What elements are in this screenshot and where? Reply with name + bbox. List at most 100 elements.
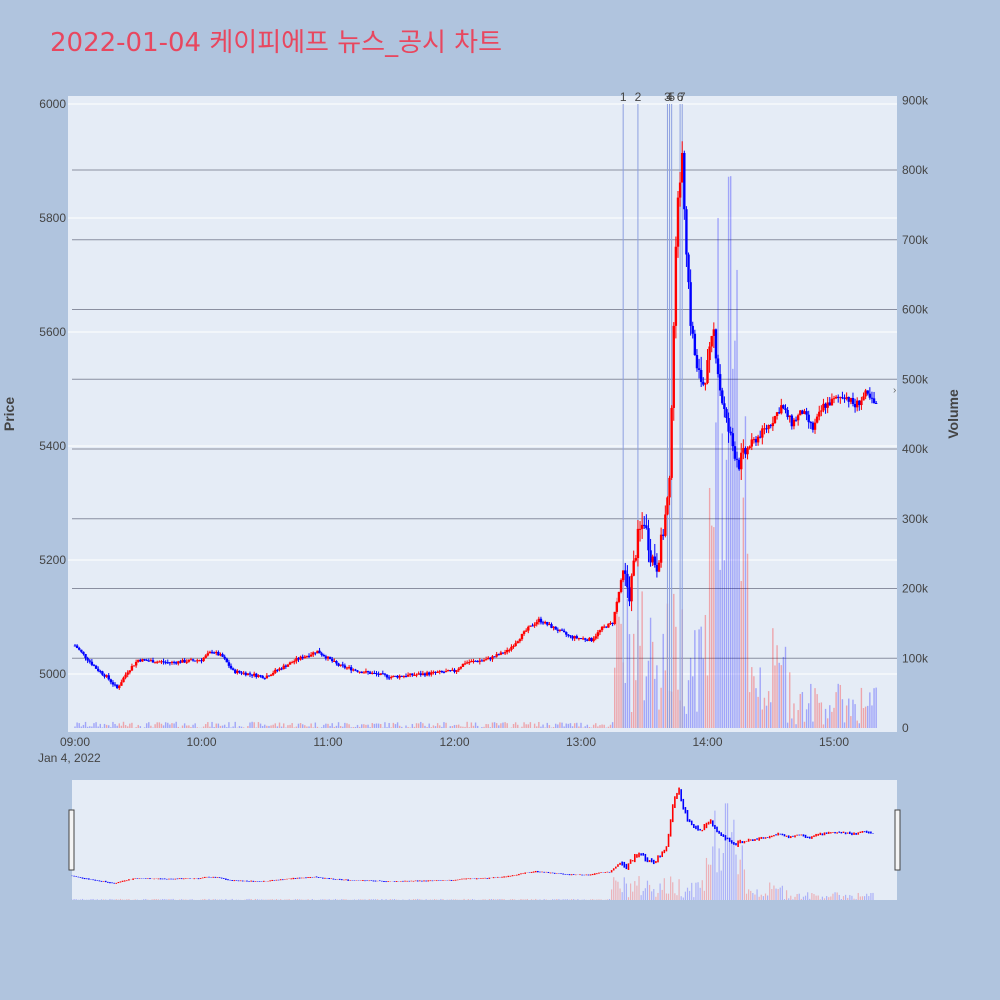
preview-volume-bar — [115, 899, 117, 900]
candle-body — [421, 673, 425, 675]
volume-gridlines — [72, 169, 897, 659]
volume-bar — [190, 726, 192, 728]
volume-bar — [782, 656, 785, 728]
volume-bar — [398, 725, 401, 728]
candle-body — [529, 625, 532, 627]
candle-body — [581, 638, 585, 640]
candle-body — [255, 673, 258, 677]
preview-volume-bar — [530, 899, 533, 900]
volume-bar — [293, 727, 295, 728]
candle-body — [149, 660, 153, 662]
candle-body — [600, 626, 604, 631]
candle-body — [193, 660, 197, 662]
volume-bar — [154, 724, 156, 728]
candle-body — [832, 398, 836, 400]
candle-body — [539, 618, 543, 623]
volume-bar — [375, 723, 378, 728]
preview-volume-bar — [280, 899, 282, 900]
volume-bar — [205, 724, 207, 728]
candle-body — [212, 652, 216, 654]
range-slider-right-handle[interactable] — [894, 809, 901, 871]
candle-body — [166, 662, 169, 664]
candle-body — [615, 601, 619, 612]
candle-body — [324, 656, 328, 659]
preview-volume-bar — [307, 899, 309, 900]
volume-bar — [717, 217, 719, 728]
volume-bar — [361, 724, 363, 728]
candle-body — [550, 624, 553, 628]
candle-body — [872, 398, 876, 403]
preview-volume-bar — [261, 899, 263, 900]
preview-volume-bar — [762, 896, 764, 900]
main-plot-area — [68, 96, 897, 732]
volume-bar — [780, 665, 782, 728]
volume-bar — [266, 725, 268, 728]
candle-body — [202, 657, 205, 662]
candle-body — [491, 656, 494, 660]
preview-volume-bar — [773, 885, 775, 900]
preview-volume-bar — [752, 893, 754, 900]
preview-volume-bar — [556, 899, 558, 900]
candle-body — [689, 282, 692, 326]
time-tick-label: 13:00 — [566, 735, 596, 749]
candle-body — [400, 675, 403, 677]
preview-volume-bar — [745, 893, 748, 900]
candle-body — [141, 659, 144, 662]
preview-volume-bar — [821, 896, 824, 900]
preview-volume-bar — [214, 899, 216, 900]
candle-body — [423, 673, 427, 676]
volume-bar — [390, 727, 392, 728]
candle-body — [354, 669, 357, 671]
candle-body — [668, 477, 671, 498]
candle-body — [501, 652, 505, 654]
candle-body — [874, 402, 878, 404]
volume-bar — [660, 687, 662, 728]
volume-bar — [708, 487, 711, 728]
volume-bar — [748, 692, 751, 728]
candle-body — [702, 381, 705, 385]
preview-volume-bar — [828, 897, 830, 900]
volume-bar — [160, 723, 163, 728]
preview-volume-bar — [455, 899, 457, 900]
preview-volume-bar — [640, 895, 642, 900]
volume-bar — [392, 722, 395, 728]
candle-body — [767, 425, 770, 429]
preview-volume-bar — [471, 899, 474, 900]
preview-volume-bar — [739, 859, 741, 900]
candle-body — [834, 396, 838, 399]
candle-body — [101, 671, 104, 675]
candle-body — [189, 659, 193, 661]
volume-bar — [765, 705, 768, 728]
candle-body — [611, 622, 614, 624]
candle-body — [282, 665, 285, 670]
candle-body — [839, 397, 842, 399]
candle-body — [360, 671, 363, 673]
preview-volume-bar — [844, 894, 847, 900]
volume-bar — [464, 726, 466, 728]
volume-bar — [721, 433, 723, 728]
volume-bar — [797, 710, 799, 728]
candle-body — [607, 623, 610, 628]
candle-body — [383, 673, 387, 675]
candle-body — [792, 419, 796, 427]
volume-bar — [533, 723, 536, 728]
volume-bar — [257, 722, 260, 728]
candle-body — [440, 671, 444, 673]
candle-body — [729, 431, 732, 434]
volume-bar — [645, 676, 648, 728]
volume-bar — [738, 469, 740, 728]
candle-body — [175, 662, 178, 664]
volume-bar — [481, 727, 483, 728]
range-slider-left-handle[interactable] — [68, 809, 75, 871]
range-slider[interactable] — [72, 780, 897, 900]
preview-volume-bar — [775, 888, 777, 900]
candle-body — [754, 439, 758, 443]
preview-volume-bar — [564, 899, 566, 900]
candle-body — [305, 655, 309, 657]
volume-bar — [500, 723, 502, 728]
volume-bar — [371, 723, 373, 728]
candle-body — [459, 666, 463, 669]
volume-bar — [331, 723, 333, 728]
candle-body — [617, 591, 621, 602]
volume-bar — [487, 724, 489, 728]
